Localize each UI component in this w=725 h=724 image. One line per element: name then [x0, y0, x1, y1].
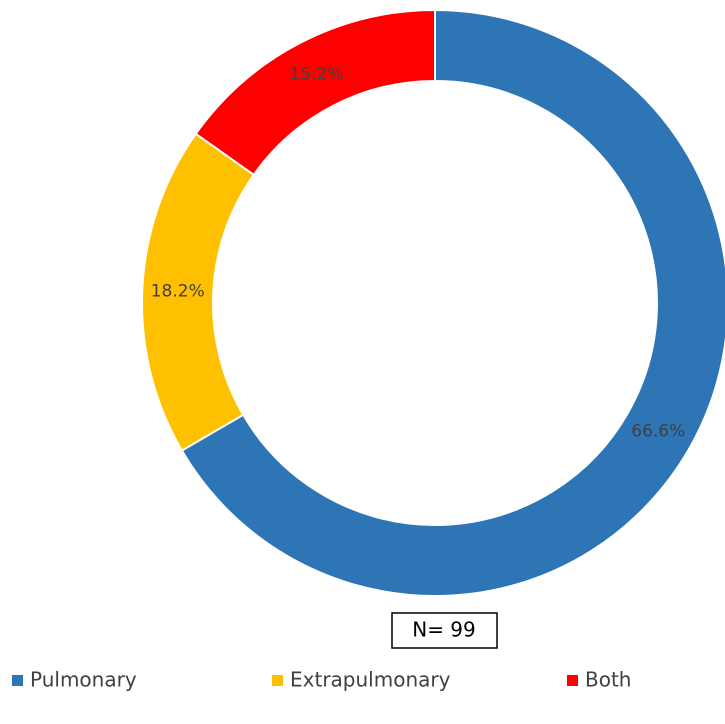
annotation: N= 99: [412, 618, 476, 642]
legend-label: Extrapulmonary: [290, 668, 451, 692]
slice: [180, 8, 725, 597]
legend-label: Pulmonary: [30, 668, 137, 692]
data-label: 66.6%: [631, 421, 685, 441]
slice: [194, 8, 436, 177]
data-label: 15.2%: [290, 64, 344, 84]
legend-swatch: [567, 675, 578, 686]
legend-label: Both: [585, 668, 631, 692]
annotation-box: [391, 612, 498, 649]
legend-swatch: [272, 675, 283, 686]
legend-swatch: [12, 675, 23, 686]
data-label: 18.2%: [151, 282, 205, 302]
